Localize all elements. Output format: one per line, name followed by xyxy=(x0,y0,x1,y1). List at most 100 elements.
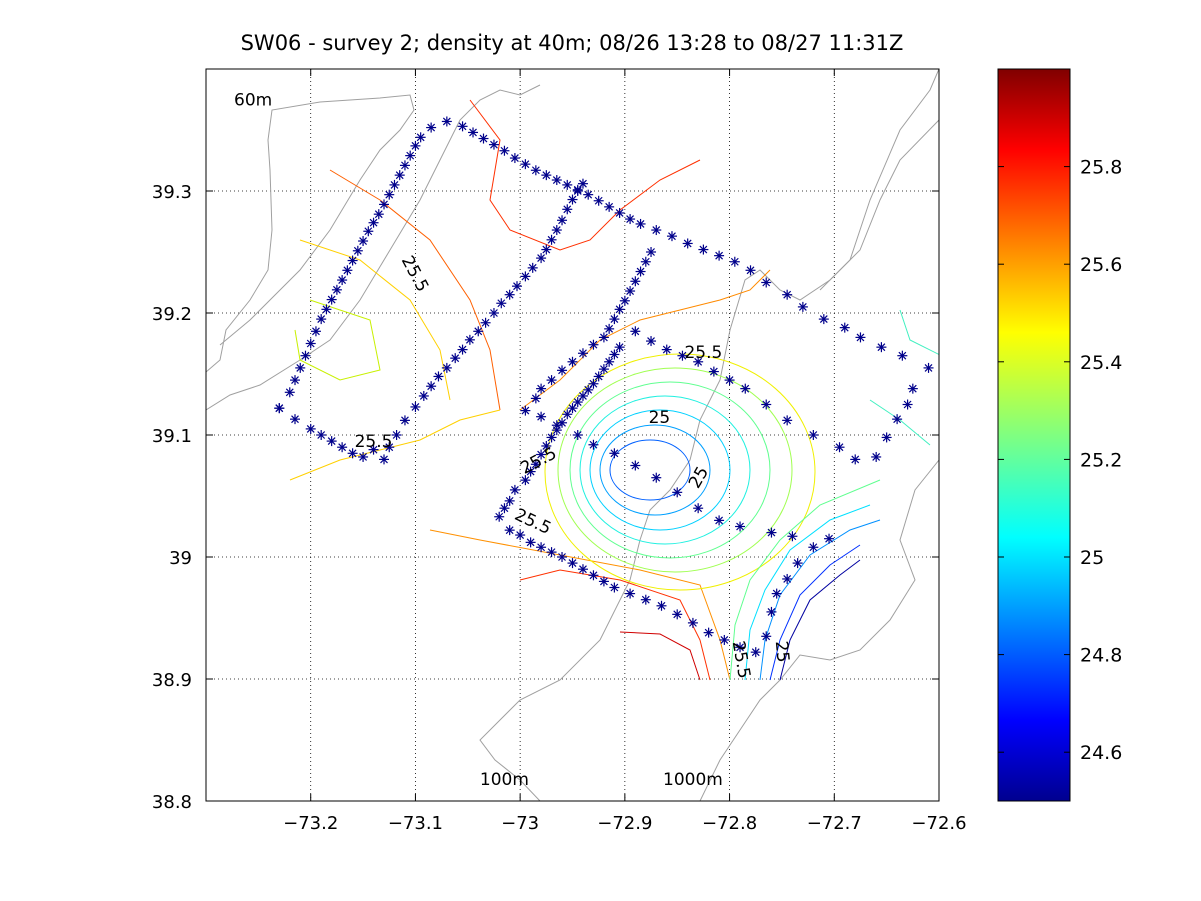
station-marker xyxy=(342,265,353,276)
station-marker xyxy=(677,350,688,361)
station-marker xyxy=(321,304,332,315)
isobath-100m xyxy=(206,84,541,411)
station-marker xyxy=(541,244,552,255)
station-marker xyxy=(295,362,306,373)
station-marker xyxy=(394,170,405,181)
station-marker xyxy=(672,487,683,498)
station-marker xyxy=(740,383,751,394)
y-tick-label: 39.1 xyxy=(152,426,192,447)
station-marker xyxy=(577,564,588,575)
station-marker xyxy=(782,573,793,584)
station-marker xyxy=(577,390,588,401)
station-marker xyxy=(305,423,316,434)
station-marker xyxy=(316,430,327,440)
isobath-label: 1000m xyxy=(663,770,723,790)
station-marker xyxy=(541,170,552,181)
station-marker xyxy=(635,218,646,229)
station-marker xyxy=(729,256,740,267)
coastline-isobaths xyxy=(206,69,939,801)
station-marker xyxy=(604,356,615,367)
station-marker xyxy=(520,271,531,282)
isobath-deep xyxy=(819,69,939,291)
station-marker xyxy=(410,140,421,151)
station-marker xyxy=(290,375,301,386)
station-marker xyxy=(598,332,609,343)
x-tick-label: −72.8 xyxy=(702,813,757,834)
station-marker xyxy=(583,384,594,395)
station-marker xyxy=(347,255,358,266)
station-marker xyxy=(792,558,803,569)
station-marker xyxy=(426,122,437,133)
station-marker xyxy=(478,133,489,144)
y-tick-label: 39 xyxy=(169,548,192,569)
station-marker xyxy=(290,414,301,425)
contour-25-6 xyxy=(519,269,771,411)
station-marker xyxy=(562,409,573,420)
station-marker xyxy=(352,245,363,256)
station-marker xyxy=(399,415,410,426)
station-marker xyxy=(672,609,683,620)
station-marker xyxy=(536,253,547,264)
station-marker xyxy=(656,600,667,611)
contour-south-1 xyxy=(519,569,711,681)
station-marker xyxy=(509,153,520,164)
contour-label: 25 xyxy=(771,640,793,663)
station-marker xyxy=(551,420,562,431)
station-marker xyxy=(604,201,615,212)
station-marker xyxy=(735,642,746,653)
station-marker xyxy=(646,247,657,257)
station-marker xyxy=(598,576,609,587)
station-marker xyxy=(468,127,479,138)
station-marker xyxy=(426,381,437,392)
station-marker xyxy=(562,179,573,190)
station-marker xyxy=(719,634,730,645)
colorbar-tick-label: 24.8 xyxy=(1080,645,1122,667)
y-tick-label: 38.9 xyxy=(152,670,192,691)
colorbar-gradient xyxy=(997,68,1071,802)
contour-25-7 xyxy=(329,169,501,411)
station-marker xyxy=(640,594,651,605)
station-marker xyxy=(567,194,578,205)
station-marker xyxy=(593,195,604,206)
station-marker xyxy=(347,448,358,459)
colorbar-tick-label: 24.6 xyxy=(1080,742,1122,764)
station-marker xyxy=(525,537,536,548)
station-marker xyxy=(368,444,379,455)
station-marker xyxy=(588,570,599,581)
station-marker xyxy=(512,281,523,292)
station-marker xyxy=(750,647,761,658)
station-marker xyxy=(907,383,918,394)
station-marker xyxy=(682,238,693,249)
station-marker xyxy=(284,387,295,398)
station-marker xyxy=(614,207,625,218)
station-marker xyxy=(546,432,557,443)
colorbar-tick-label: 25.8 xyxy=(1080,157,1122,179)
station-marker xyxy=(520,405,531,416)
station-marker xyxy=(450,353,461,364)
station-marker xyxy=(530,393,541,404)
station-marker xyxy=(310,326,321,337)
station-marker xyxy=(488,308,499,318)
station-marker xyxy=(588,439,599,450)
isobath-label: 100m xyxy=(480,770,529,790)
station-marker xyxy=(834,442,845,453)
contour-25-45 xyxy=(294,299,381,381)
station-marker xyxy=(473,326,484,337)
colorbar-ticks: 24.6 24.8 25 25.2 25.4 25.6 25.8 xyxy=(998,157,1122,764)
station-marker xyxy=(735,521,746,532)
station-marker xyxy=(379,454,390,465)
station-marker xyxy=(527,262,538,273)
station-marker xyxy=(504,525,515,536)
station-marker xyxy=(923,362,934,373)
station-marker xyxy=(305,338,316,349)
colorbar-tick-label: 25 xyxy=(1080,547,1104,569)
station-marker xyxy=(651,472,662,483)
y-tick-label: 38.8 xyxy=(152,792,192,813)
station-marker xyxy=(562,204,573,215)
station-marker xyxy=(326,436,337,447)
station-marker xyxy=(504,495,515,506)
colorbar-tick-label: 25.2 xyxy=(1080,449,1122,471)
station-marker xyxy=(609,582,620,593)
